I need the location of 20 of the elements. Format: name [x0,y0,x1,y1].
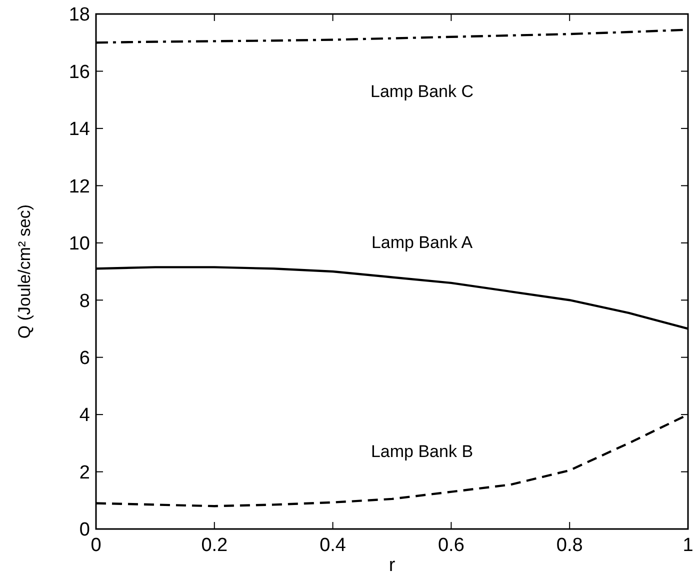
y-tick-label: 8 [79,290,90,312]
y-tick-label: 0 [79,520,90,541]
series-label: Lamp Bank B [370,442,474,461]
y-tick-label: 12 [68,176,90,198]
y-tick-label: 10 [68,234,90,255]
x-tick-label: 0.8 [556,535,583,556]
x-axis-title: r [388,555,396,575]
x-tick-label: 0.2 [201,535,228,556]
y-axis-title: Q (Joule/cm² sec) [15,204,34,339]
x-tick-label: 0.4 [320,535,346,556]
y-tick-label: 6 [79,348,90,369]
x-tick-label: 0.6 [438,535,464,556]
y-tick-label: 4 [79,405,90,426]
y-tick-label: 18 [68,4,90,26]
y-tick-label: 14 [68,119,90,140]
text: Lamp Bank C [370,82,474,101]
x-tick-label: 1 [682,535,694,556]
series-label: Lamp Bank A [371,232,474,252]
y-tick-label: 16 [68,62,90,83]
y-tick-label: 2 [79,462,90,484]
